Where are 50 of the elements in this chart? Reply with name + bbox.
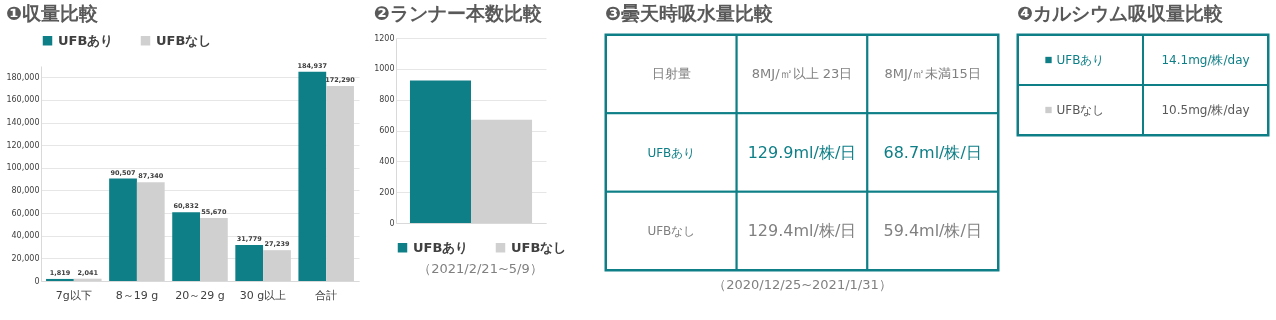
- category-label: UFBなし: [647, 223, 696, 238]
- legend-label: UFBなし: [511, 239, 567, 255]
- text: 68.7ml/株/日: [883, 142, 982, 162]
- text: 59.4ml/株/日: [883, 220, 982, 240]
- category-label: UFBあり: [1056, 53, 1105, 67]
- text: 129.9ml/株/日: [747, 142, 857, 162]
- bar: [109, 178, 137, 281]
- chart-title: ❶収量比較: [5, 2, 99, 24]
- y-tick-label: 0: [389, 218, 395, 228]
- y-tick-label: 180,000: [6, 72, 40, 82]
- text: 10.5mg/株/day: [1161, 103, 1250, 117]
- x-tick-label: 合計: [315, 288, 338, 302]
- x-tick-label: 30 g以上: [239, 288, 287, 302]
- y-tick-label: 20,000: [11, 253, 40, 263]
- y-tick-label: 0: [34, 276, 40, 286]
- text: ❹カルシウム吸収量比較: [1017, 2, 1225, 24]
- y-tick-label: 140,000: [6, 118, 40, 128]
- x-tick-label: 7g以下: [55, 288, 92, 302]
- y-tick-label: 400: [379, 156, 395, 166]
- y-tick-label: 1000: [374, 64, 395, 74]
- y-tick-label: 1200: [374, 33, 395, 43]
- text: 日射量: [651, 66, 691, 82]
- y-tick-label: 160,000: [6, 95, 40, 105]
- y-tick-label: 40,000: [11, 231, 40, 241]
- legend-label: UFBあり: [58, 32, 114, 48]
- y-tick-label: 80,000: [11, 185, 40, 195]
- bar: [46, 278, 74, 281]
- y-tick-label: 120,000: [6, 140, 40, 150]
- legend-label: UFBなし: [156, 32, 212, 48]
- text: 129.4ml/株/日: [747, 220, 857, 240]
- bar: [298, 71, 327, 281]
- text: 14.1mg/株/day: [1161, 53, 1250, 67]
- category-label: 8MJ/㎡以上 23日: [751, 66, 853, 82]
- text: ❸曇天時吸水量比較: [605, 2, 775, 24]
- legend-label: UFBあり: [413, 239, 469, 255]
- bar: [235, 245, 264, 281]
- chart-title: ❷ランナー本数比較: [373, 2, 543, 24]
- y-tick-label: 200: [379, 187, 395, 197]
- bar: [172, 212, 200, 281]
- x-tick-label: 8～19 g: [115, 288, 159, 302]
- x-tick-label: 20～29 g: [175, 288, 225, 302]
- text: （2020/12/25~2021/1/31）: [712, 276, 893, 294]
- y-tick-label: 800: [379, 95, 395, 105]
- text: （2021/2/21~5/9）: [417, 260, 544, 278]
- category-label: UFBなし: [1056, 103, 1105, 117]
- category-label: 8MJ/㎡未満15日: [884, 66, 981, 82]
- y-tick-label: 600: [379, 126, 395, 135]
- y-tick-label: 60,000: [11, 208, 40, 218]
- y-tick-label: 100,000: [6, 163, 40, 173]
- category-label: UFBあり: [647, 145, 696, 160]
